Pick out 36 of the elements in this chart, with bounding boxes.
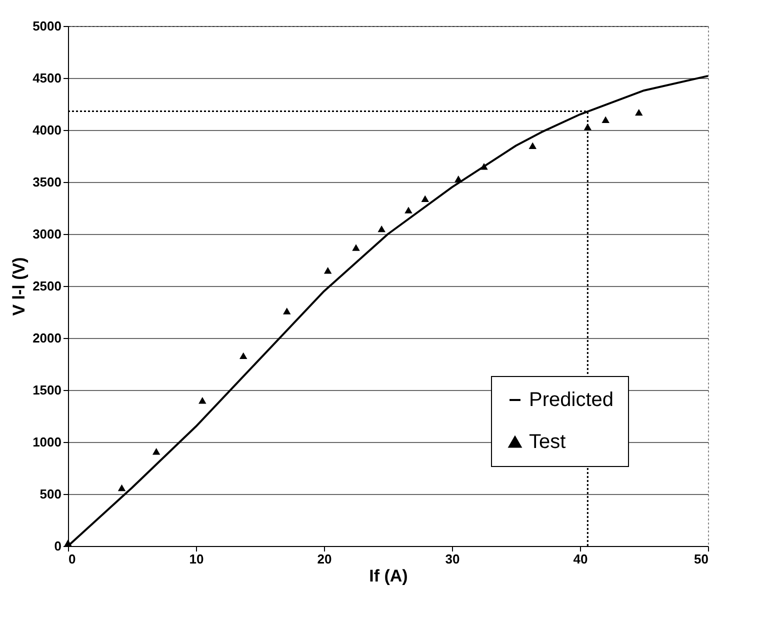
y-tick-label: 4000 <box>32 122 62 138</box>
legend-label: Test <box>529 431 566 453</box>
y-tick-label: 1000 <box>32 434 62 450</box>
x-tick-label: 30 <box>445 552 460 566</box>
point <box>152 448 160 455</box>
point <box>239 352 248 360</box>
point <box>118 484 126 492</box>
point <box>421 195 429 202</box>
point <box>283 308 291 314</box>
y-tick-label: 0 <box>54 538 62 554</box>
point <box>378 225 386 232</box>
x-tick-label: 40 <box>573 552 588 566</box>
y-tick-label: 2000 <box>32 330 62 346</box>
point <box>454 176 462 182</box>
x-tick-label: 10 <box>189 552 204 566</box>
point <box>404 206 412 214</box>
x-axis-title: If (A) <box>369 566 408 586</box>
x-tick-label: 50 <box>694 552 708 566</box>
y-tick-label: 4500 <box>32 70 62 86</box>
y-tick-label: 2500 <box>32 278 62 294</box>
legend-label: Predicted <box>529 389 614 411</box>
point <box>352 244 360 251</box>
point <box>528 142 537 149</box>
y-tick-label: 500 <box>40 486 62 502</box>
point <box>602 116 610 123</box>
point <box>635 108 643 116</box>
y-tick-label: 3000 <box>32 226 62 242</box>
x-tick-label: 20 <box>317 552 332 566</box>
x-tick-label: 0 <box>68 552 76 566</box>
y-tick-label: 3500 <box>32 174 62 190</box>
point <box>198 397 206 404</box>
y-tick-label: 5000 <box>32 18 62 34</box>
y-axis-title: V l-l (V) <box>10 257 29 316</box>
point <box>480 163 488 170</box>
y-tick-label: 1500 <box>32 382 62 398</box>
point <box>324 267 332 274</box>
